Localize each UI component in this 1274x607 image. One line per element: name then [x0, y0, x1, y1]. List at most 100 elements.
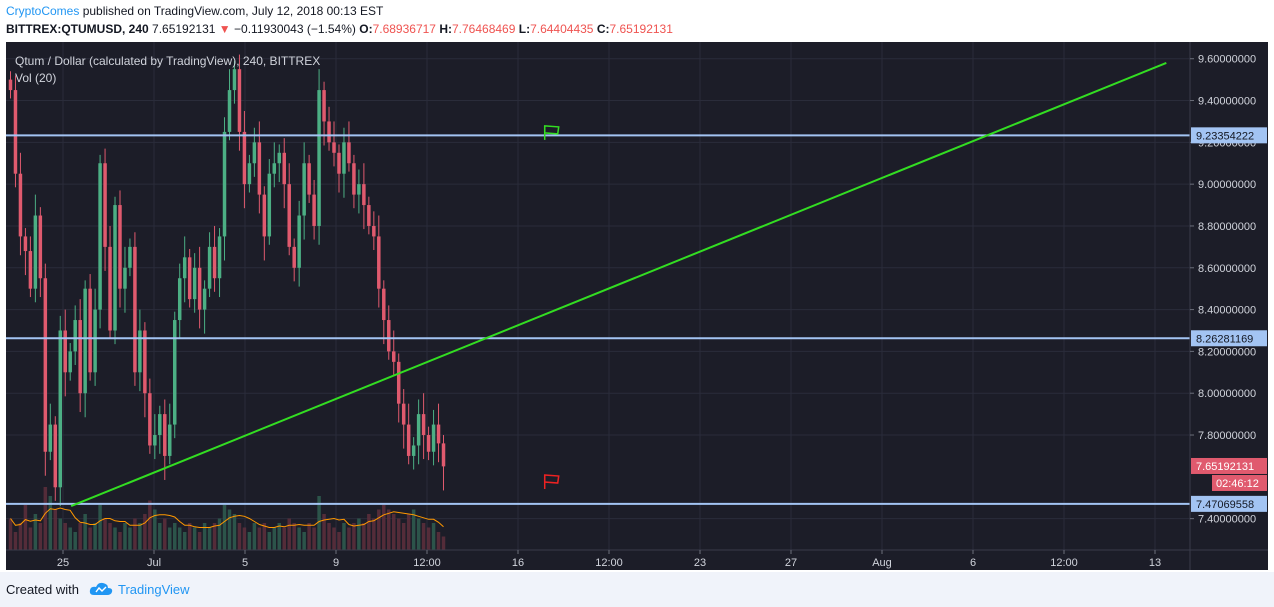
volume-bar [88, 527, 92, 550]
candle-body [98, 163, 102, 310]
candle-body [158, 414, 162, 436]
volume-bar [13, 532, 18, 550]
volume-bar [421, 523, 426, 550]
candle-body [222, 131, 227, 237]
candle-body [362, 184, 366, 206]
volume-bar [441, 536, 446, 550]
price-axis[interactable]: 9.600000009.400000009.200000009.00000000… [1190, 54, 1267, 526]
candle-body [93, 309, 97, 373]
volume-bar [396, 518, 401, 550]
candle-body [143, 330, 147, 394]
volume-bar [217, 518, 222, 550]
flag-cloth [543, 474, 560, 484]
candle-body [382, 288, 386, 321]
volume-bar [73, 532, 77, 550]
candle-body [128, 246, 132, 268]
volume-bar [197, 532, 202, 550]
volume-bar [58, 518, 63, 550]
low-value: 7.64404435 [530, 22, 594, 36]
candle-body [187, 257, 192, 300]
candle-body [108, 246, 112, 331]
candle-body [33, 215, 38, 289]
candle-body [307, 163, 311, 195]
volume-bar [187, 523, 192, 550]
candle-body [287, 184, 291, 247]
green-flag-icon[interactable] [543, 125, 560, 140]
time-tick-label: 5 [242, 557, 248, 569]
time-tick-label: 12:00 [413, 557, 441, 569]
candle-body [197, 267, 202, 310]
volume-bar [68, 527, 72, 550]
candle-body [172, 320, 177, 425]
candle-body [23, 236, 28, 252]
price-label-badge [1191, 330, 1267, 347]
volume-bar [297, 527, 301, 550]
candle-body [322, 90, 326, 122]
publish-text: published on TradingView.com, July 12, 2… [79, 4, 384, 18]
time-tick-label: 23 [694, 557, 706, 569]
volume-bar [128, 527, 132, 550]
volume-bar [93, 523, 97, 550]
candle-body [332, 142, 336, 153]
price-tick-label: 8.40000000 [1198, 305, 1256, 317]
candle-body [317, 90, 321, 226]
candle-body [257, 142, 262, 195]
candle-body [436, 424, 441, 444]
volume-bar [411, 509, 416, 550]
volume-bar [436, 532, 441, 550]
volume-bar [342, 523, 346, 550]
volume-bar [78, 523, 82, 550]
red-flag-icon[interactable] [543, 474, 560, 490]
chart-area[interactable]: 9.60000000 9.40000000 9.20000000 9.00000000… [6, 42, 1268, 570]
flag-cloth [543, 125, 560, 135]
close-label: C: [596, 22, 610, 36]
candle-body [192, 267, 197, 300]
price-label-text: 7.47069558 [1196, 499, 1254, 511]
volume-bar [83, 514, 87, 550]
candle-body [103, 163, 107, 247]
last-price-text: 7.65192131 [1196, 461, 1254, 473]
candle-body [78, 320, 82, 394]
volume-bar [287, 518, 291, 550]
candle-body [342, 142, 346, 174]
volume-bar [138, 523, 142, 550]
volume-bar [113, 527, 117, 550]
countdown-text: 02:46:12 [1216, 478, 1259, 490]
volume-bar [63, 523, 67, 550]
price-tick-label: 8.00000000 [1198, 388, 1256, 400]
volume-bar [247, 532, 252, 550]
volume-bar [222, 505, 227, 550]
volume-bar [317, 496, 321, 550]
candle-body [212, 246, 217, 279]
volume-bar [382, 505, 386, 550]
candle-body [83, 288, 87, 394]
volume-bar [257, 527, 262, 550]
candle-body [272, 163, 277, 174]
volume-bar [8, 518, 13, 550]
grid-lines [6, 42, 1190, 550]
high-value: 7.76468469 [452, 22, 516, 36]
candles [8, 54, 446, 507]
candle-body [73, 320, 77, 352]
trend-line[interactable] [70, 61, 1167, 508]
candle-body [232, 69, 237, 91]
volume-bar [202, 523, 207, 550]
volume-bar [158, 523, 162, 550]
candle-body [88, 288, 92, 373]
drawings[interactable] [6, 61, 1190, 508]
time-axis[interactable]: 25 Jul 5 9 12:00 16 12:00 23 27 Aug 6 12:00 13 [57, 550, 1161, 569]
price-chart[interactable]: 9.600000009.400000009.200000009.00000000… [6, 42, 1268, 570]
candle-body [406, 424, 411, 456]
tradingview-link[interactable]: TradingView [118, 582, 190, 597]
author-link[interactable]: CryptoComes [6, 4, 80, 18]
volume-bar [322, 514, 326, 550]
volume-bar [426, 527, 431, 550]
volume-bar [377, 509, 381, 550]
price-label-badge [1191, 495, 1267, 512]
candle-body [202, 288, 207, 310]
price-tick-label: 8.20000000 [1198, 346, 1256, 358]
candle-body [426, 435, 431, 452]
volume-bar [118, 532, 122, 550]
volume-bar [406, 514, 411, 550]
candle-body [252, 142, 257, 164]
